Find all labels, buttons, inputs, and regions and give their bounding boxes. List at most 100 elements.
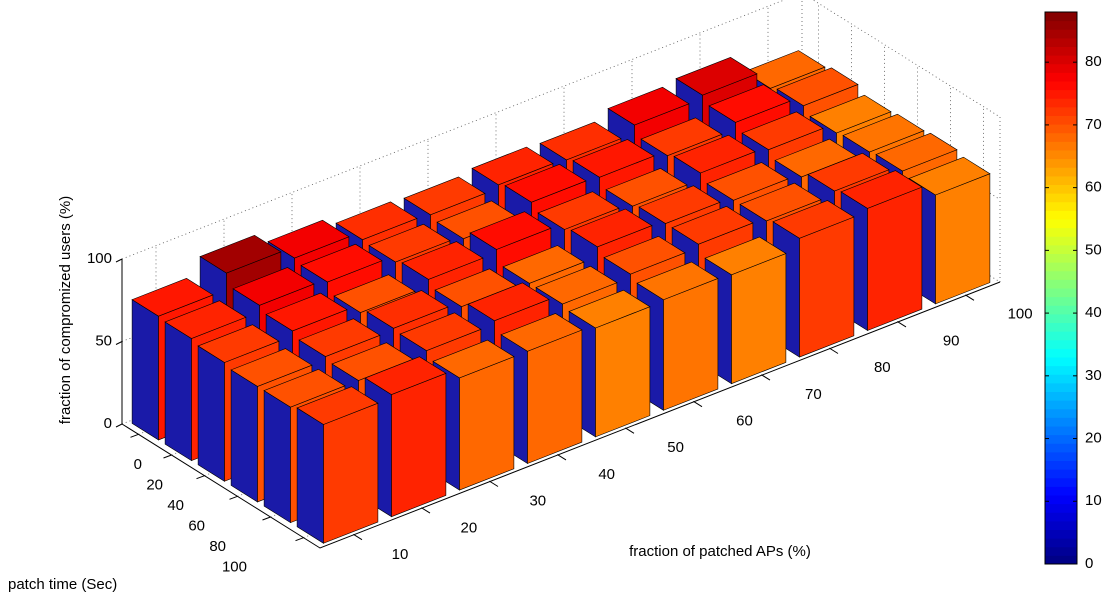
- x-tick-label: 40: [598, 466, 615, 483]
- colorbar-step: [1045, 391, 1077, 401]
- colorbar-step: [1045, 538, 1077, 548]
- bar-top: [432, 339, 515, 379]
- y-tick-label: 100: [222, 558, 247, 575]
- bar-top: [403, 176, 486, 216]
- bar-top: [807, 152, 890, 192]
- grid-line: [171, 24, 852, 456]
- bar-top: [232, 267, 315, 306]
- bar-top: [263, 368, 346, 408]
- colorbar-step: [1045, 72, 1077, 82]
- x-tick-label: 30: [529, 493, 546, 510]
- colorbar-step: [1045, 150, 1077, 160]
- x-tick: [557, 454, 567, 461]
- bar-top: [164, 300, 247, 339]
- bar-top: [469, 211, 552, 250]
- bar-top: [708, 84, 791, 123]
- z-tick-label: 100: [87, 250, 112, 267]
- z-axis-label: fraction of compromized users (%): [57, 196, 74, 424]
- bar-top: [401, 241, 484, 280]
- bar-side: [131, 299, 159, 441]
- x-tick-label: 10: [392, 546, 409, 563]
- x-tick: [421, 507, 431, 514]
- bar-top: [572, 139, 655, 178]
- bar-top: [605, 168, 688, 207]
- colorbar-step: [1045, 348, 1077, 358]
- bar-top: [399, 312, 482, 351]
- x-tick-label: 50: [667, 439, 684, 456]
- colorbar-step: [1045, 20, 1077, 30]
- y-axis-label: patch time (Sec): [8, 576, 117, 593]
- colorbar-step: [1045, 382, 1077, 392]
- colorbar-step: [1045, 132, 1077, 142]
- grid-line: [204, 44, 885, 477]
- bar-top: [267, 219, 350, 259]
- colorbar-step: [1045, 400, 1077, 410]
- colorbar: 0 10 20 30 40 50 60 70 80: [1044, 11, 1102, 572]
- bar-top: [502, 245, 585, 284]
- z-tick: [115, 423, 123, 428]
- bar-top: [537, 191, 620, 230]
- x-tick: [489, 481, 499, 487]
- bar-top: [131, 278, 214, 317]
- bar-top: [539, 121, 622, 161]
- bar-front: [391, 372, 447, 518]
- bar-side: [296, 407, 324, 544]
- colorbar-step: [1045, 219, 1077, 229]
- colorbar-step: [1045, 262, 1077, 272]
- bar-top: [366, 290, 449, 329]
- bar-front: [595, 306, 651, 438]
- bar-top: [704, 236, 787, 276]
- bar-top: [603, 235, 686, 275]
- bar-top: [570, 208, 653, 248]
- colorbar-step: [1045, 460, 1077, 470]
- bar-top: [739, 182, 822, 222]
- bar-top: [638, 185, 721, 224]
- x-tick: [353, 534, 363, 541]
- colorbar-step: [1045, 434, 1077, 444]
- bar-top: [640, 117, 723, 156]
- colorbar-step: [1045, 305, 1077, 315]
- colorbar-step: [1045, 339, 1077, 349]
- colorbar-step: [1045, 167, 1077, 177]
- bar-top: [840, 170, 923, 209]
- grid-line: [138, 3, 819, 435]
- bar-front: [935, 173, 991, 305]
- z-tick: [115, 341, 123, 345]
- bar-top: [743, 50, 826, 89]
- colorbar-step: [1045, 236, 1077, 246]
- bar-top: [875, 132, 958, 172]
- bar-front: [459, 356, 515, 491]
- colorbar-step: [1045, 555, 1077, 565]
- grid-line: [237, 65, 918, 497]
- y-tick: [130, 433, 139, 438]
- colorbar-tick-label: 50: [1085, 241, 1102, 258]
- colorbar-step: [1045, 520, 1077, 530]
- colorbar-step: [1045, 81, 1077, 91]
- bar-side: [230, 369, 258, 503]
- z-tick: [115, 258, 123, 263]
- bar-side: [164, 321, 192, 462]
- colorbar-step: [1045, 426, 1077, 436]
- bar-top: [706, 162, 789, 201]
- bar-top: [298, 318, 381, 357]
- colorbar-step: [1045, 451, 1077, 461]
- colorbar-step: [1045, 227, 1077, 237]
- bar-front: [323, 402, 379, 544]
- colorbar-step: [1045, 365, 1077, 375]
- bar-top: [568, 289, 651, 329]
- colorbar-tick-label: 40: [1085, 304, 1102, 321]
- x-tick: [965, 294, 975, 301]
- bar-top: [467, 282, 550, 322]
- x-tick: [897, 321, 907, 328]
- bar-front: [731, 253, 787, 385]
- z-tick-label: 0: [104, 415, 112, 432]
- colorbar-step: [1045, 357, 1077, 367]
- colorbar-step: [1045, 313, 1077, 323]
- y-tick-label: 40: [167, 497, 184, 514]
- colorbar-step: [1045, 322, 1077, 332]
- colorbar-step: [1045, 193, 1077, 203]
- colorbar-step: [1045, 89, 1077, 99]
- x-tick-label: 80: [874, 359, 891, 376]
- x-tick-label: 20: [461, 519, 478, 536]
- colorbar-step: [1045, 124, 1077, 134]
